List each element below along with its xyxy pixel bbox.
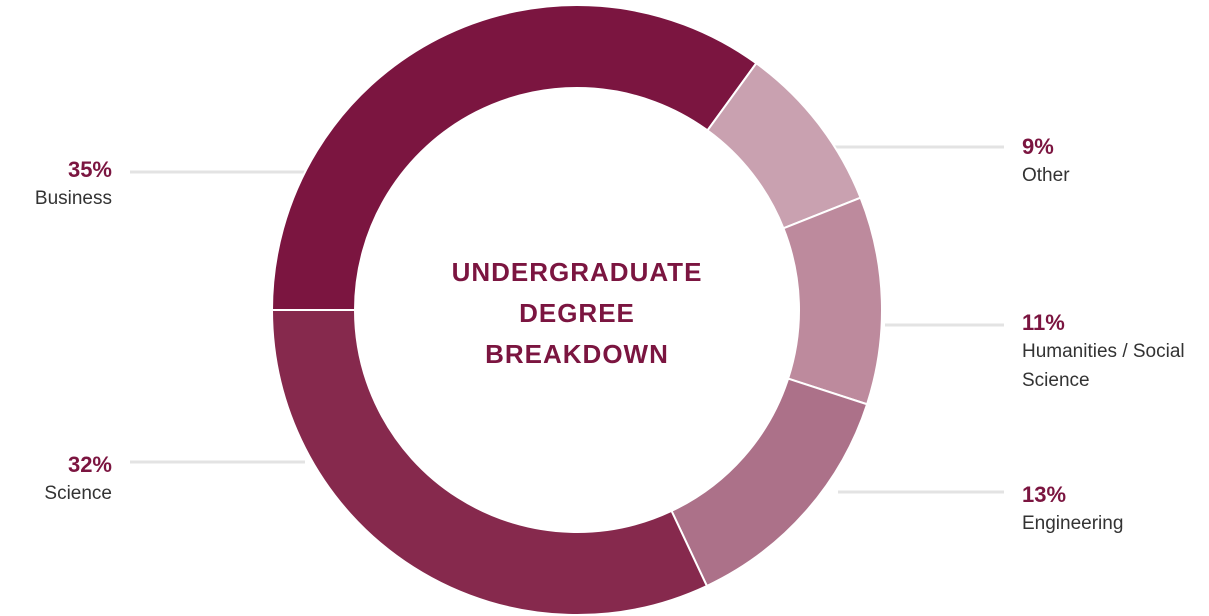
category-label: Engineering (1022, 513, 1124, 534)
slice-label: 13% Engineering (1022, 480, 1192, 538)
donut-slice (670, 377, 869, 588)
value-label: 32% (67, 452, 112, 477)
slice-label: 35% Business (0, 155, 112, 213)
value-label: 13% (1022, 482, 1067, 507)
category-label: Humanities / Social Science (1022, 341, 1185, 391)
donut-slice (782, 196, 883, 406)
value-label: 35% (67, 157, 112, 182)
donut-slice (270, 309, 709, 616)
category-label: Other (1022, 165, 1070, 186)
donut-slice (270, 4, 758, 311)
slice-label: 32% Science (0, 450, 112, 508)
category-label: Science (44, 483, 112, 504)
slice-label: 11% Humanities / Social Science (1022, 308, 1192, 395)
slice-label: 9% Other (1022, 132, 1192, 190)
chart-title: UNDERGRADUATE DEGREE BREAKDOWN (451, 257, 703, 369)
category-label: Business (34, 188, 112, 209)
value-label: 11% (1022, 310, 1065, 335)
value-label: 9% (1022, 134, 1054, 159)
